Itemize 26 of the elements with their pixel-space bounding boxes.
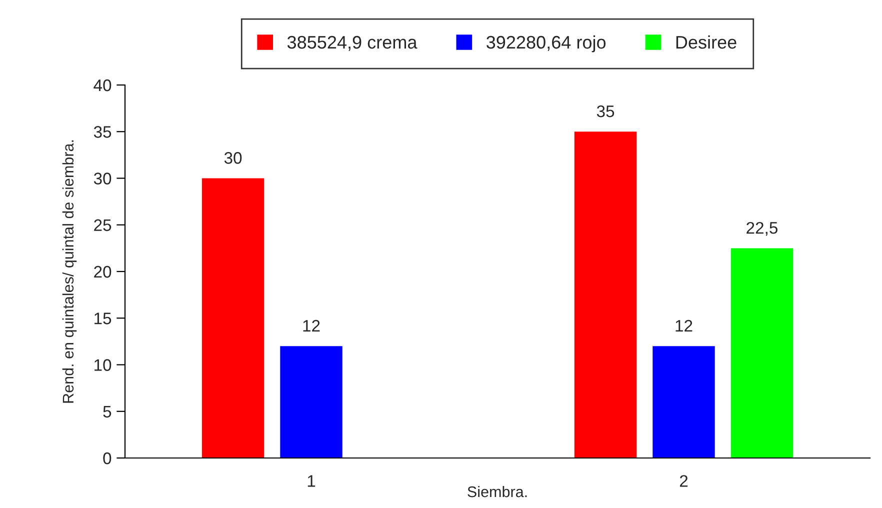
bar bbox=[730, 248, 794, 458]
data-label: 22,5 bbox=[746, 222, 778, 236]
y-tick-label: 35 bbox=[94, 126, 112, 138]
x-axis-title: Siembra. bbox=[468, 486, 527, 498]
y-tick-label: 10 bbox=[94, 359, 112, 371]
y-tick-label: 20 bbox=[94, 266, 112, 278]
y-axis-title: Rend. en quintales/ quintal de siembra. bbox=[62, 140, 77, 403]
y-tick-label: 5 bbox=[103, 406, 112, 418]
data-label: 12 bbox=[303, 320, 320, 332]
legend-label: Desiree bbox=[676, 35, 736, 49]
data-label: 35 bbox=[596, 105, 614, 118]
y-tick-label: 30 bbox=[94, 172, 112, 184]
legend-label: 392280,64 rojo bbox=[486, 35, 606, 52]
y-tick-label: 40 bbox=[94, 79, 112, 92]
y-tick-label: 0 bbox=[103, 452, 112, 464]
data-label: 12 bbox=[676, 320, 692, 332]
y-tick-label: 15 bbox=[94, 312, 112, 324]
bar bbox=[202, 178, 264, 458]
x-tick-label: 1 bbox=[308, 475, 316, 487]
bar bbox=[652, 346, 715, 458]
bar bbox=[280, 346, 342, 458]
data-label: 30 bbox=[224, 152, 242, 164]
bar bbox=[574, 132, 637, 458]
x-tick-label: 2 bbox=[680, 475, 688, 487]
y-tick-label: 25 bbox=[94, 219, 112, 232]
legend-label: 385524,9 crema bbox=[287, 36, 418, 51]
